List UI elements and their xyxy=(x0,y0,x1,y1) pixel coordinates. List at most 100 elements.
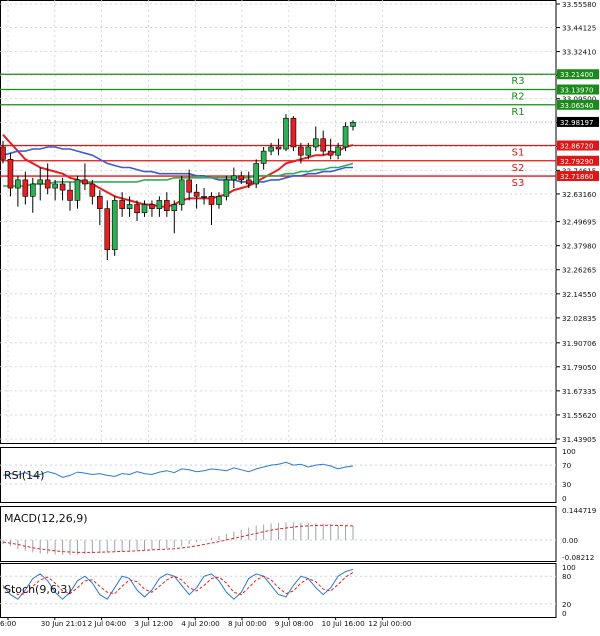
current-price-badge xyxy=(557,116,599,127)
pivot-price-label: 32.71860 xyxy=(560,173,593,181)
candle-body xyxy=(134,204,140,214)
price-axis-tick-label: 32.02835 xyxy=(562,314,596,323)
pivot-price-badge xyxy=(557,171,599,182)
candle-body xyxy=(171,204,178,211)
candle-body xyxy=(275,146,282,150)
pivot-name-s2: S2 xyxy=(512,163,525,174)
pivot-price-label: 32.86720 xyxy=(560,143,593,151)
candle-body xyxy=(111,200,118,251)
candle-body xyxy=(186,179,192,193)
pivot-name-s1: S1 xyxy=(512,148,525,159)
candle-body xyxy=(208,196,215,205)
rsi-axis-tick-label: 0 xyxy=(562,494,567,503)
rsi-axis-tick-label: 100 xyxy=(562,447,576,456)
candle-body xyxy=(82,179,88,185)
pivot-price-badge xyxy=(557,69,599,80)
macd-axis-tick-label: 0.144719 xyxy=(562,506,597,515)
pivot-name-r3: R3 xyxy=(511,76,524,87)
candle-body xyxy=(149,204,155,209)
candle-body xyxy=(29,183,36,197)
candle-body xyxy=(320,138,327,152)
candle-body xyxy=(178,179,185,205)
candle-body xyxy=(59,183,66,191)
pivot-price-label: 33.21400 xyxy=(560,71,593,79)
pivot-name-s3: S3 xyxy=(512,178,525,189)
candle-body xyxy=(156,200,163,209)
pivot-price-badge xyxy=(557,155,599,166)
x-axis-tick-label: 8 Jul 00:00 xyxy=(228,619,267,628)
candle-body xyxy=(268,146,274,152)
stoch-axis-tick-label: 100 xyxy=(562,563,576,572)
candle-body xyxy=(164,200,170,211)
candle-body xyxy=(335,146,341,156)
candle-body xyxy=(67,189,73,201)
macd-axis-tick-label: 0.00 xyxy=(562,536,578,545)
candle-body xyxy=(104,208,111,251)
macd-signal-line xyxy=(2,524,354,553)
pivot-price-label: 32.79290 xyxy=(560,158,593,166)
price-axis-tick-label: 33.44125 xyxy=(562,24,596,33)
price-axis-tick-label: 31.90706 xyxy=(562,339,597,348)
candle-body xyxy=(37,179,44,185)
candle-body xyxy=(97,196,103,209)
candle-body xyxy=(201,196,207,198)
candle-body xyxy=(52,183,58,189)
price-axis-tick-label: 32.37980 xyxy=(562,242,597,251)
pivot-price-label: 33.06540 xyxy=(560,102,593,110)
candle-body xyxy=(290,117,297,148)
stoch-k-line xyxy=(2,568,354,600)
candle-body xyxy=(74,179,81,201)
stoch-axis-tick-label: 20 xyxy=(562,600,572,609)
pivot-name-r2: R2 xyxy=(511,92,524,103)
x-axis-tick-label: 9 Jul 08:00 xyxy=(275,619,314,628)
stoch-axis-tick-label: 0 xyxy=(562,609,567,618)
price-axis-tick-label: 32.14550 xyxy=(562,290,597,299)
candle-body xyxy=(223,179,230,197)
x-axis-tick-label: 10 Jul 16:00 xyxy=(322,619,366,628)
candle-body xyxy=(119,200,125,209)
price-axis-tick-label: 32.63160 xyxy=(562,190,597,199)
macd-pane-border xyxy=(0,506,557,562)
rsi-axis-tick-label: 70 xyxy=(562,461,572,470)
rsi-line xyxy=(2,461,354,478)
candle-body xyxy=(7,159,14,189)
candle-body xyxy=(231,175,237,181)
price-axis-tick-label: 33.32410 xyxy=(562,48,597,57)
pivot-name-r1: R1 xyxy=(511,107,524,118)
pivot-price-badge xyxy=(557,140,599,151)
candle-body xyxy=(283,117,289,150)
pivot-price-label: 33.13970 xyxy=(560,87,593,95)
candle-body xyxy=(89,183,96,197)
candle-body xyxy=(238,175,245,181)
price-axis-tick-label: 32.74615 xyxy=(562,166,596,175)
rsi-title: RSI(14) xyxy=(4,469,44,482)
x-axis-tick-label: 3 Jul 12:00 xyxy=(134,619,173,628)
candle-body xyxy=(193,191,200,197)
price-axis-tick-label: 31.79050 xyxy=(562,363,597,372)
pivot-price-badge xyxy=(557,84,599,95)
price-axis-tick-label: 32.26265 xyxy=(562,266,596,275)
candle-body xyxy=(260,150,267,164)
candle-body xyxy=(22,179,29,197)
candle-body xyxy=(350,122,356,127)
price-axis-tick-label: 31.55620 xyxy=(562,411,597,420)
price-axis-tick-label: 31.43905 xyxy=(562,435,596,444)
stoch-axis-tick-label: 80 xyxy=(562,572,572,581)
candle-body xyxy=(141,204,148,214)
candle-body xyxy=(305,146,312,156)
macd-title: MACD(12,26,9) xyxy=(4,512,88,525)
stoch-d-line xyxy=(2,572,354,596)
candle-body xyxy=(15,179,21,189)
candle-body xyxy=(327,150,334,156)
rsi-pane-border xyxy=(0,447,557,503)
price-axis-tick-label: 32.49695 xyxy=(562,218,596,227)
x-axis-tick-label: 30 Jun 21:01 xyxy=(41,619,87,628)
stoch-title: Stoch(9,6,3) xyxy=(4,583,72,596)
x-axis-tick-label: 6:00 xyxy=(0,619,17,628)
x-axis-tick-label: 4 Jul 20:00 xyxy=(181,619,220,628)
candle-body xyxy=(298,146,304,156)
candle-body xyxy=(245,179,252,185)
